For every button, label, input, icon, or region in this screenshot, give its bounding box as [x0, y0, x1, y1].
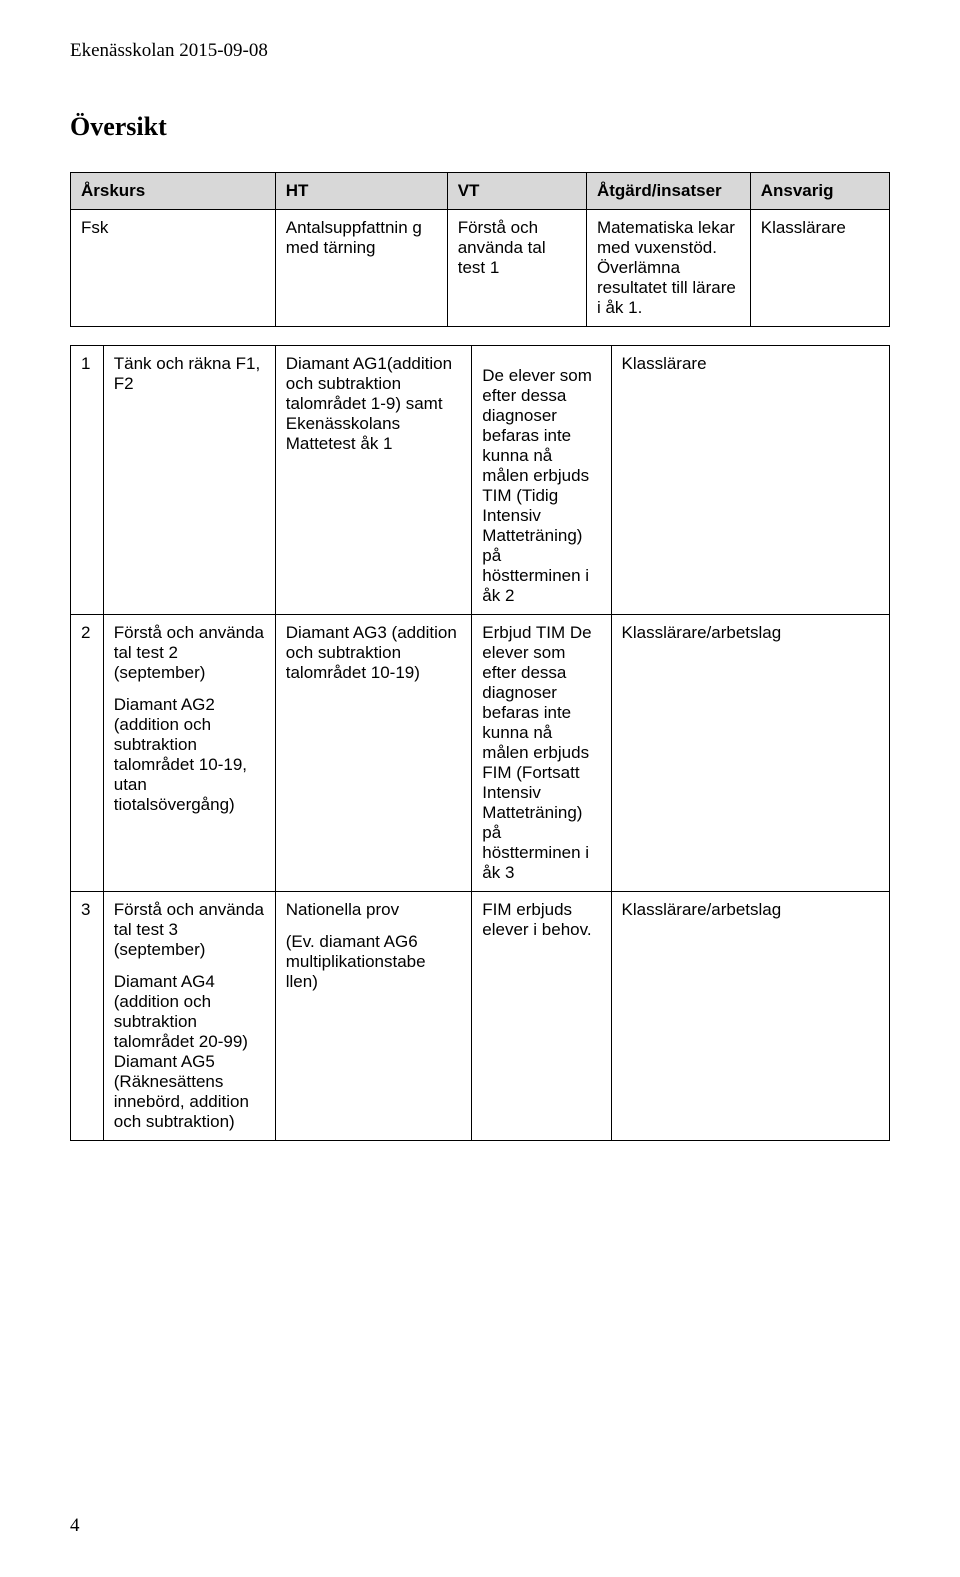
cell-fsk-arskurs: Fsk — [71, 210, 276, 327]
header-text: Ekenässkolan 2015-09-08 — [70, 40, 890, 62]
cell-2-ansvarig: Klasslärare/arbetslag — [611, 615, 890, 892]
cell-fsk-atgard: Matematiska lekar med vuxenstöd. Överläm… — [586, 210, 750, 327]
cell-3-num: 3 — [71, 892, 104, 1141]
cell-2-ht-a: Förstå och använda tal test 2 (september… — [114, 623, 265, 683]
col-ansvarig: Ansvarig — [750, 173, 889, 210]
cell-fsk-vt: Förstå och använda tal test 1 — [447, 210, 586, 327]
cell-2-ht: Förstå och använda tal test 2 (september… — [103, 615, 275, 892]
cell-1-num: 1 — [71, 346, 104, 615]
cell-3-vt-b: (Ev. diamant AG6 multiplikationstabe lle… — [286, 932, 462, 992]
cell-3-ansvarig: Klasslärare/arbetslag — [611, 892, 890, 1141]
col-ht: HT — [275, 173, 447, 210]
cell-fsk-ht: Antalsuppfattnin g med tärning — [275, 210, 447, 327]
cell-1-vt: Diamant AG1(addition och subtraktion tal… — [275, 346, 472, 615]
cell-1-ansvarig: Klasslärare — [611, 346, 890, 615]
cell-3-vt-a: Nationella prov — [286, 900, 462, 920]
cell-3-vt: Nationella prov (Ev. diamant AG6 multipl… — [275, 892, 472, 1141]
col-arskurs: Årskurs — [71, 173, 276, 210]
cell-1-empty: De elever som efter dessa diagnoser befa… — [472, 346, 611, 615]
page: Ekenässkolan 2015-09-08 Översikt Årskurs… — [0, 0, 960, 1577]
cell-3-atgard: FIM erbjuds elever i behov. — [472, 892, 611, 1141]
table-row-fsk: Fsk Antalsuppfattnin g med tärning Först… — [71, 210, 890, 327]
table-header-row: Årskurs HT VT Åtgärd/insatser Ansvarig — [71, 173, 890, 210]
table-row-2: 2 Förstå och använda tal test 2 (septemb… — [71, 615, 890, 892]
cell-2-num: 2 — [71, 615, 104, 892]
cell-2-atgard: Erbjud TIM De elever som efter dessa dia… — [472, 615, 611, 892]
table-row-3: 3 Förstå och använda tal test 3 (septemb… — [71, 892, 890, 1141]
cell-3-ht-b: Diamant AG4 (addition och subtraktion ta… — [114, 972, 265, 1132]
cell-3-ht: Förstå och använda tal test 3 (september… — [103, 892, 275, 1141]
cell-1-ht: Tänk och räkna F1, F2 — [103, 346, 275, 615]
page-number: 4 — [70, 1515, 80, 1537]
cell-1-diag: De elever som efter dessa diagnoser befa… — [482, 366, 600, 606]
cell-3-ht-a: Förstå och använda tal test 3 (september… — [114, 900, 265, 960]
overview-table-1: Årskurs HT VT Åtgärd/insatser Ansvarig F… — [70, 172, 890, 327]
col-vt: VT — [447, 173, 586, 210]
table-row-1: 1 Tänk och räkna F1, F2 Diamant AG1(addi… — [71, 346, 890, 615]
page-title: Översikt — [70, 112, 890, 142]
cell-2-ht-b: Diamant AG2 (addition och subtraktion ta… — [114, 695, 265, 815]
overview-table-2: 1 Tänk och räkna F1, F2 Diamant AG1(addi… — [70, 345, 890, 1141]
cell-2-vt: Diamant AG3 (addition och subtraktion ta… — [275, 615, 472, 892]
cell-fsk-ansvarig: Klasslärare — [750, 210, 889, 327]
col-atgard: Åtgärd/insatser — [586, 173, 750, 210]
